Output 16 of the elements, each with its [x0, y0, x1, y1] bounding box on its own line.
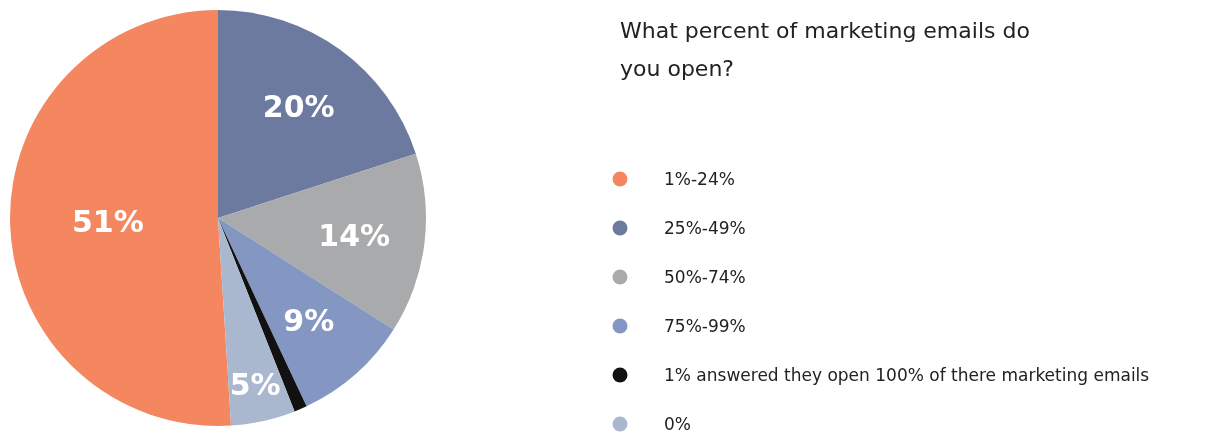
data-label: 14%	[318, 217, 391, 253]
legend-label: 0%	[664, 414, 691, 434]
pie-slice	[218, 153, 426, 330]
legend-label: 25%-49%	[664, 218, 746, 238]
data-label: 51%	[71, 203, 144, 239]
legend-label: 1% answered they open 100% of there marketing emails	[664, 365, 1150, 385]
pie-slice	[218, 218, 394, 407]
data-label: 5%	[229, 366, 281, 402]
data-label: 20%	[262, 89, 335, 125]
data-label: 9%	[283, 303, 335, 339]
text: What percent of marketing emails do you open?	[620, 18, 1030, 81]
pie-slice	[218, 10, 416, 218]
legend-label: 1%-24%	[664, 169, 735, 189]
legend-label: 50%-74%	[664, 267, 746, 287]
legend-label: 75%-99%	[664, 316, 746, 336]
pie-slice	[10, 10, 232, 426]
